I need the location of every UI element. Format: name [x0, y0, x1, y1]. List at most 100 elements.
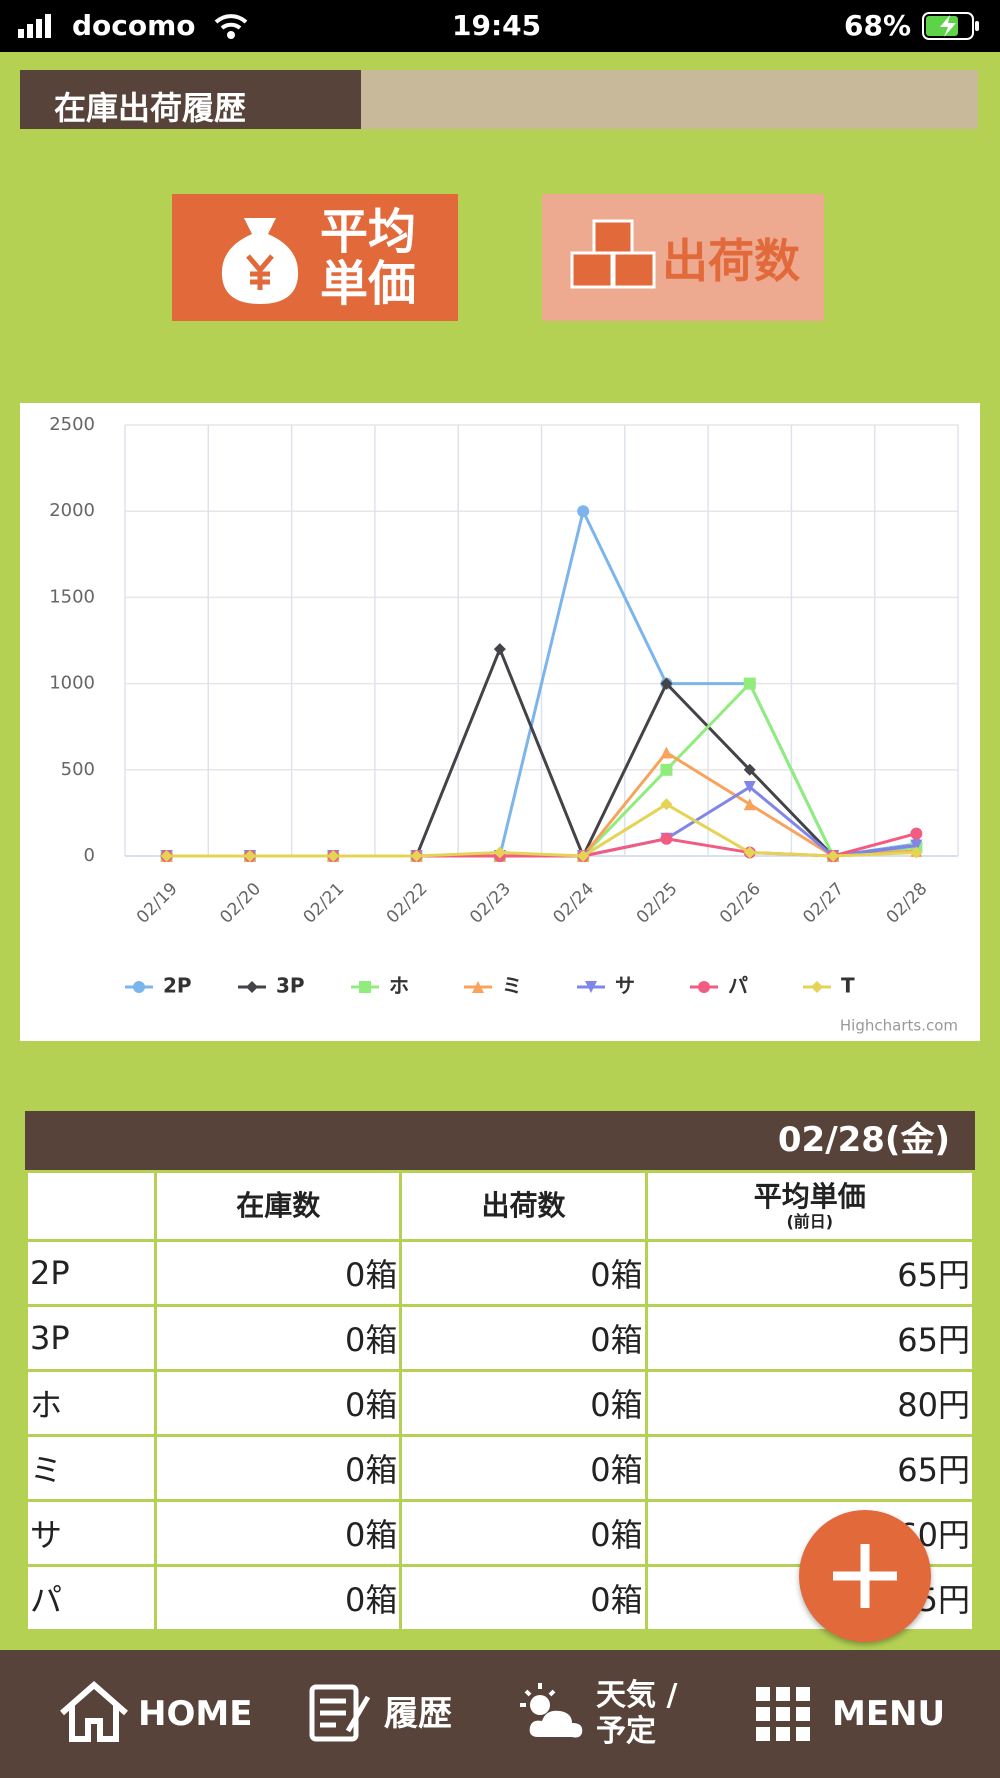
nav-label: 天気 / 予定 — [596, 1678, 677, 1750]
marker — [493, 846, 506, 859]
marker — [660, 832, 673, 845]
nav-item[interactable]: MENU — [750, 1650, 945, 1778]
value-cell: 0箱 — [154, 1304, 403, 1372]
nav-icon — [309, 1684, 371, 1742]
marker — [743, 798, 756, 811]
marker — [246, 981, 258, 993]
name-cell: 3P — [24, 1304, 158, 1372]
button-text: 平均 — [319, 203, 416, 260]
nav-text: 予定 — [596, 1714, 656, 1749]
nav-text: HOME — [138, 1694, 253, 1734]
table-row: 3P 0箱 0箱 65円 — [24, 1304, 976, 1372]
marker — [660, 677, 673, 690]
table-row: サ 0箱 0箱 60円 — [24, 1499, 976, 1567]
header-cell: 出荷数 — [399, 1170, 648, 1242]
y-tick-label: 1500 — [49, 586, 95, 607]
plus-icon — [833, 1544, 897, 1608]
name-cell: 2P — [24, 1239, 158, 1307]
legend-label: T — [841, 974, 855, 998]
y-tick-label: 500 — [61, 759, 95, 780]
marker — [493, 643, 506, 656]
boxes-icon — [570, 219, 656, 288]
value-cell: 0箱 — [399, 1499, 648, 1567]
name-cell: パ — [24, 1564, 158, 1632]
battery-icon — [922, 12, 979, 40]
marker — [585, 981, 597, 993]
nav-item[interactable]: 履歴 — [302, 1650, 452, 1778]
button-text: 出荷数 — [662, 233, 800, 288]
y-tick-label: 2000 — [49, 500, 95, 521]
marker — [910, 827, 923, 840]
y-tick-label: 2500 — [49, 414, 95, 435]
value-cell: 0箱 — [154, 1239, 403, 1307]
header-bar: 在庫出荷履歴 — [20, 70, 978, 129]
carrier: docomo — [72, 9, 196, 42]
value-cell: 65円 — [644, 1434, 976, 1502]
x-tick-label: 02/21 — [300, 879, 349, 928]
table-row: ミ 0箱 0箱 65円 — [24, 1434, 976, 1502]
x-tick-label: 02/20 — [216, 879, 265, 928]
button-label: 平均 単価 — [320, 206, 416, 310]
marker — [910, 846, 923, 859]
marker — [133, 981, 145, 993]
value-cell: 65円 — [644, 1304, 976, 1372]
name-cell: ミ — [24, 1434, 158, 1502]
nav-icon — [520, 1683, 583, 1738]
x-tick-label: 02/25 — [633, 879, 682, 928]
name-cell: ホ — [24, 1369, 158, 1437]
x-tick-label: 02/26 — [716, 879, 765, 928]
nav-item[interactable]: HOME — [56, 1650, 252, 1778]
value-cell: 0箱 — [399, 1434, 648, 1502]
column-label: 出荷数 — [481, 1188, 566, 1222]
marker — [577, 850, 590, 862]
marker — [243, 850, 256, 862]
x-tick-label: 02/23 — [466, 879, 515, 928]
x-tick-label: 02/22 — [383, 879, 432, 928]
x-tick-label: 02/27 — [799, 879, 848, 928]
value-cell: 80円 — [644, 1369, 976, 1437]
marker — [698, 981, 710, 993]
table-row: 2P 0箱 0箱 65円 — [24, 1239, 976, 1307]
nav-label: MENU — [832, 1696, 945, 1732]
y-tick-label: 1000 — [49, 673, 95, 694]
legend-label: ホ — [389, 974, 409, 998]
add-button[interactable] — [799, 1510, 931, 1642]
marker — [359, 981, 371, 993]
wifi-icon — [214, 14, 248, 39]
marker — [743, 781, 756, 794]
value-cell: 0箱 — [154, 1369, 403, 1437]
legend-label: サ — [615, 974, 635, 998]
value-cell: 0箱 — [399, 1304, 648, 1372]
header-cell — [24, 1170, 158, 1242]
marker — [577, 505, 590, 518]
shipments-button[interactable]: 出荷数 — [542, 194, 824, 321]
marker — [827, 850, 840, 862]
nav-text: 天気 / — [596, 1678, 678, 1713]
status-bar: docomo 19:45 68% — [0, 0, 1000, 52]
value-cell: 0箱 — [399, 1239, 648, 1307]
money-bag-icon — [221, 217, 299, 304]
column-label: 在庫数 — [236, 1188, 321, 1222]
marker — [910, 839, 923, 852]
x-tick-label: 02/28 — [883, 879, 932, 928]
legend-label: パ — [728, 974, 748, 998]
nav-icon — [756, 1687, 810, 1741]
column-label: 平均単価 — [753, 1179, 866, 1213]
button-label: 出荷数 — [662, 225, 800, 291]
x-tick-label: 02/19 — [133, 879, 182, 928]
chart: 0 500 1000 1500 2000 2500 02/19 02/20 02/21 02/22… — [49, 414, 959, 1035]
nav-item[interactable]: 天気 / 予定 — [514, 1650, 677, 1778]
chart-container: 0 500 1000 1500 2000 2500 02/19 02/20 02/21 02/22… — [20, 403, 980, 1041]
legend-label: 2P — [163, 974, 192, 998]
bottom-nav: HOME 履歴 天気 / 予定 MENU — [0, 1650, 1000, 1778]
marker — [660, 746, 673, 759]
marker — [410, 850, 423, 862]
marker — [472, 981, 484, 993]
credits: Highcharts.com — [840, 1017, 958, 1035]
marker — [743, 677, 756, 690]
value-cell: 0箱 — [154, 1564, 403, 1632]
stock-table: 在庫数 出荷数 平均単価 (前日) 2P 0箱 0箱 65円 3P 0箱 0箱 65円ホ 0箱 0箱 80円… — [24, 1170, 976, 1632]
avg-price-button[interactable]: 平均 単価 — [172, 194, 458, 321]
signal-icon — [18, 14, 51, 38]
